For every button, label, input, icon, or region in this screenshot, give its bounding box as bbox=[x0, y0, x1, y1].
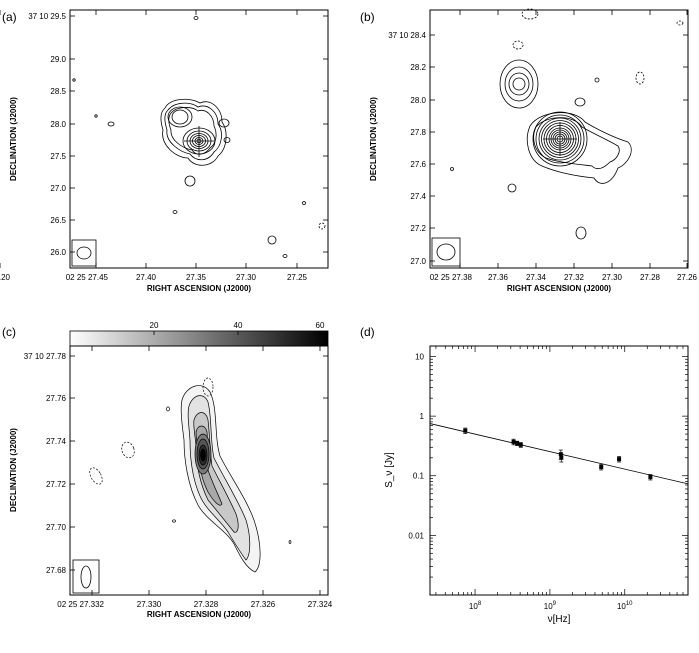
panel-b-ytick-label: 27.8 bbox=[410, 128, 426, 137]
panel-b-xtick-label: 27.32 bbox=[564, 273, 585, 282]
panel-a-x-ticks: 02 25 27.45 27.40 27.35 27.30 27.25 27.20 bbox=[0, 10, 308, 282]
panel-c-ytick-label: 37 10 27.78 bbox=[24, 352, 67, 361]
panel-a: (a) 02 25 27.45 27.40 27.35 27.30 27.25 27.20… bbox=[0, 9, 329, 293]
panel-d-ytick-label: 1 bbox=[420, 412, 425, 421]
panel-d-ticks bbox=[430, 346, 689, 596]
panel-b-beam-icon bbox=[431, 237, 461, 267]
panel-a-ytick-label: 27.5 bbox=[50, 152, 66, 161]
panel-a-xtick-label: 27.30 bbox=[236, 273, 257, 282]
panel-b-x-ticks: 02 25 27.38 27.36 27.34 27.32 27.30 27.28 27.2… bbox=[430, 10, 698, 282]
panel-b-xtick-label: 02 25 27.38 bbox=[430, 273, 473, 282]
panel-b-frame bbox=[429, 9, 689, 269]
panel-d-data-point bbox=[559, 455, 564, 460]
panel-d-data-point bbox=[511, 439, 516, 444]
panel-d-data-point bbox=[518, 442, 523, 447]
panel-c-ylabel: DECLINATION (J2000) bbox=[9, 428, 18, 512]
panel-c-xtick-label: 27.330 bbox=[137, 600, 162, 609]
panel-c: (c) 20 40 60 02 25 27.332 27.330 27.328 27.32… bbox=[2, 321, 333, 619]
panel-c-ytick-label: 27.74 bbox=[46, 437, 67, 446]
panel-a-xtick-label: 27.20 bbox=[0, 273, 11, 282]
panel-c-beam-icon bbox=[72, 559, 100, 594]
panel-d-frame bbox=[429, 345, 689, 596]
panel-c-contours bbox=[89, 377, 292, 573]
panel-d-xtick-label: 109 bbox=[544, 601, 557, 611]
panel-c-x-ticks: 02 25 27.332 27.330 27.328 27.326 27.324 bbox=[57, 346, 333, 609]
panel-d-points bbox=[463, 427, 653, 481]
panel-a-ytick-label: 37 10 29.5 bbox=[28, 12, 66, 21]
panel-a-frame bbox=[69, 9, 329, 269]
panel-c-colorbar-ticks: 20 40 60 bbox=[150, 321, 325, 335]
panel-c-frame bbox=[69, 345, 329, 596]
panel-d-data-point bbox=[617, 457, 622, 462]
panel-c-xtick-label: 02 25 27.332 bbox=[57, 600, 104, 609]
panel-d-xtick-label: 1010 bbox=[617, 601, 633, 611]
panel-c-ytick-label: 27.68 bbox=[46, 566, 67, 575]
panel-c-label: (c) bbox=[2, 325, 16, 339]
panel-c-xtick-label: 27.328 bbox=[194, 600, 219, 609]
panel-d-ytick-label: 0.01 bbox=[408, 531, 424, 540]
panel-a-xtick-label: 27.40 bbox=[136, 273, 157, 282]
panel-b-ytick-label: 28.0 bbox=[410, 96, 426, 105]
panel-b-xtick-label: 27.34 bbox=[526, 273, 547, 282]
panel-d-xlabel: ν[Hz] bbox=[548, 614, 571, 625]
panel-a-ylabel: DECLINATION (J2000) bbox=[9, 97, 18, 181]
panel-c-xtick-label: 27.324 bbox=[308, 600, 333, 609]
panel-c-y-ticks: 37 10 27.78 27.76 27.74 27.72 27.70 27.68 bbox=[24, 352, 328, 575]
panel-c-ytick-label: 27.72 bbox=[46, 480, 67, 489]
panel-b-ytick-label: 27.4 bbox=[410, 192, 426, 201]
panel-b-ytick-label: 37 10 28.4 bbox=[388, 31, 426, 40]
panel-b-xlabel: RIGHT ASCENSION (J2000) bbox=[507, 284, 612, 293]
panel-a-ytick-label: 27.0 bbox=[50, 184, 66, 193]
panel-a-ytick-label: 28.5 bbox=[50, 87, 66, 96]
panel-b: (b) 02 25 27.38 27.36 27.34 27.32 27.30 27.28… bbox=[360, 8, 698, 293]
panel-b-xtick-label: 27.28 bbox=[640, 273, 661, 282]
panel-d-data-point bbox=[648, 475, 653, 480]
panel-a-xtick-label: 27.25 bbox=[287, 273, 308, 282]
panel-d-ylabel: S_ν [Jy] bbox=[384, 452, 395, 488]
colorbar-tick-label: 20 bbox=[150, 321, 159, 330]
panel-d-data-point bbox=[515, 441, 520, 446]
panel-b-xtick-label: 27.26 bbox=[677, 273, 698, 282]
panel-a-xtick-label: 02 25 27.45 bbox=[66, 273, 109, 282]
panel-b-contours bbox=[450, 8, 684, 240]
colorbar-tick-label: 60 bbox=[316, 321, 325, 330]
panel-d-ytick-label: 0.1 bbox=[413, 472, 425, 481]
panel-b-ytick-label: 27.0 bbox=[410, 257, 426, 266]
panel-b-y-ticks: 37 10 28.4 28.2 28.0 27.8 27.6 27.4 27.2 27.0 bbox=[388, 31, 688, 266]
panel-d-ytick-label: 10 bbox=[415, 352, 424, 361]
panel-c-xtick-label: 27.326 bbox=[251, 600, 276, 609]
panel-b-ytick-label: 27.6 bbox=[410, 160, 426, 169]
panel-c-ytick-label: 27.76 bbox=[46, 394, 67, 403]
panel-a-crosshair-icon bbox=[184, 126, 215, 157]
panel-a-beam-icon bbox=[71, 239, 97, 267]
panel-a-xtick-label: 27.35 bbox=[186, 273, 207, 282]
panel-d-label: (d) bbox=[360, 325, 375, 339]
colorbar-tick-label: 40 bbox=[234, 321, 243, 330]
panel-d-data-point bbox=[599, 465, 604, 470]
panel-a-y-ticks: 37 10 29.5 29.0 28.5 28.0 27.5 27.0 26.5 26.0 bbox=[28, 12, 328, 257]
panel-a-ytick-label: 26.5 bbox=[50, 216, 66, 225]
panel-c-colorbar bbox=[69, 330, 329, 347]
panel-b-label: (b) bbox=[360, 10, 375, 24]
panel-a-ytick-label: 29.0 bbox=[50, 55, 66, 64]
panel-a-xlabel: RIGHT ASCENSION (J2000) bbox=[147, 284, 252, 293]
panel-b-crosshair-icon bbox=[543, 122, 577, 156]
panel-b-ytick-label: 27.2 bbox=[410, 224, 426, 233]
panel-b-xtick-label: 27.30 bbox=[602, 273, 623, 282]
panel-c-ytick-label: 27.70 bbox=[46, 523, 67, 532]
panel-a-label: (a) bbox=[2, 10, 17, 24]
panel-b-ylabel: DECLINATION (J2000) bbox=[369, 97, 378, 181]
panel-d-data-point bbox=[463, 428, 468, 433]
panel-b-ytick-label: 28.2 bbox=[410, 63, 426, 72]
panel-b-xtick-label: 27.36 bbox=[488, 273, 509, 282]
panel-a-ytick-label: 28.0 bbox=[50, 120, 66, 129]
panel-a-ytick-label: 26.0 bbox=[50, 248, 66, 257]
panel-d-xtick-label: 108 bbox=[469, 601, 482, 611]
panel-c-xlabel: RIGHT ASCENSION (J2000) bbox=[147, 610, 252, 619]
